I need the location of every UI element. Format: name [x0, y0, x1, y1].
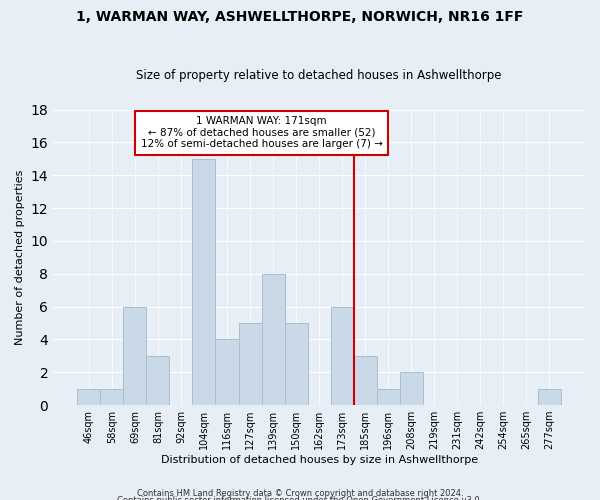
Bar	[124, 306, 146, 405]
Text: Contains public sector information licensed under the Open Government Licence v3: Contains public sector information licen…	[118, 496, 482, 500]
Bar	[400, 372, 422, 405]
Y-axis label: Number of detached properties: Number of detached properties	[15, 170, 25, 345]
Bar	[100, 388, 124, 405]
Text: 1, WARMAN WAY, ASHWELLTHORPE, NORWICH, NR16 1FF: 1, WARMAN WAY, ASHWELLTHORPE, NORWICH, N…	[76, 10, 524, 24]
Bar	[262, 274, 284, 405]
Bar	[353, 356, 377, 405]
Bar	[77, 388, 100, 405]
Bar	[239, 323, 262, 405]
Bar	[538, 388, 561, 405]
Text: Contains HM Land Registry data © Crown copyright and database right 2024.: Contains HM Land Registry data © Crown c…	[137, 488, 463, 498]
Bar	[331, 306, 353, 405]
Bar	[284, 323, 308, 405]
Text: 1 WARMAN WAY: 171sqm
← 87% of detached houses are smaller (52)
12% of semi-detac: 1 WARMAN WAY: 171sqm ← 87% of detached h…	[140, 116, 382, 150]
X-axis label: Distribution of detached houses by size in Ashwellthorpe: Distribution of detached houses by size …	[161, 455, 478, 465]
Bar	[193, 159, 215, 405]
Bar	[146, 356, 169, 405]
Bar	[377, 388, 400, 405]
Bar	[215, 340, 239, 405]
Title: Size of property relative to detached houses in Ashwellthorpe: Size of property relative to detached ho…	[136, 69, 502, 82]
